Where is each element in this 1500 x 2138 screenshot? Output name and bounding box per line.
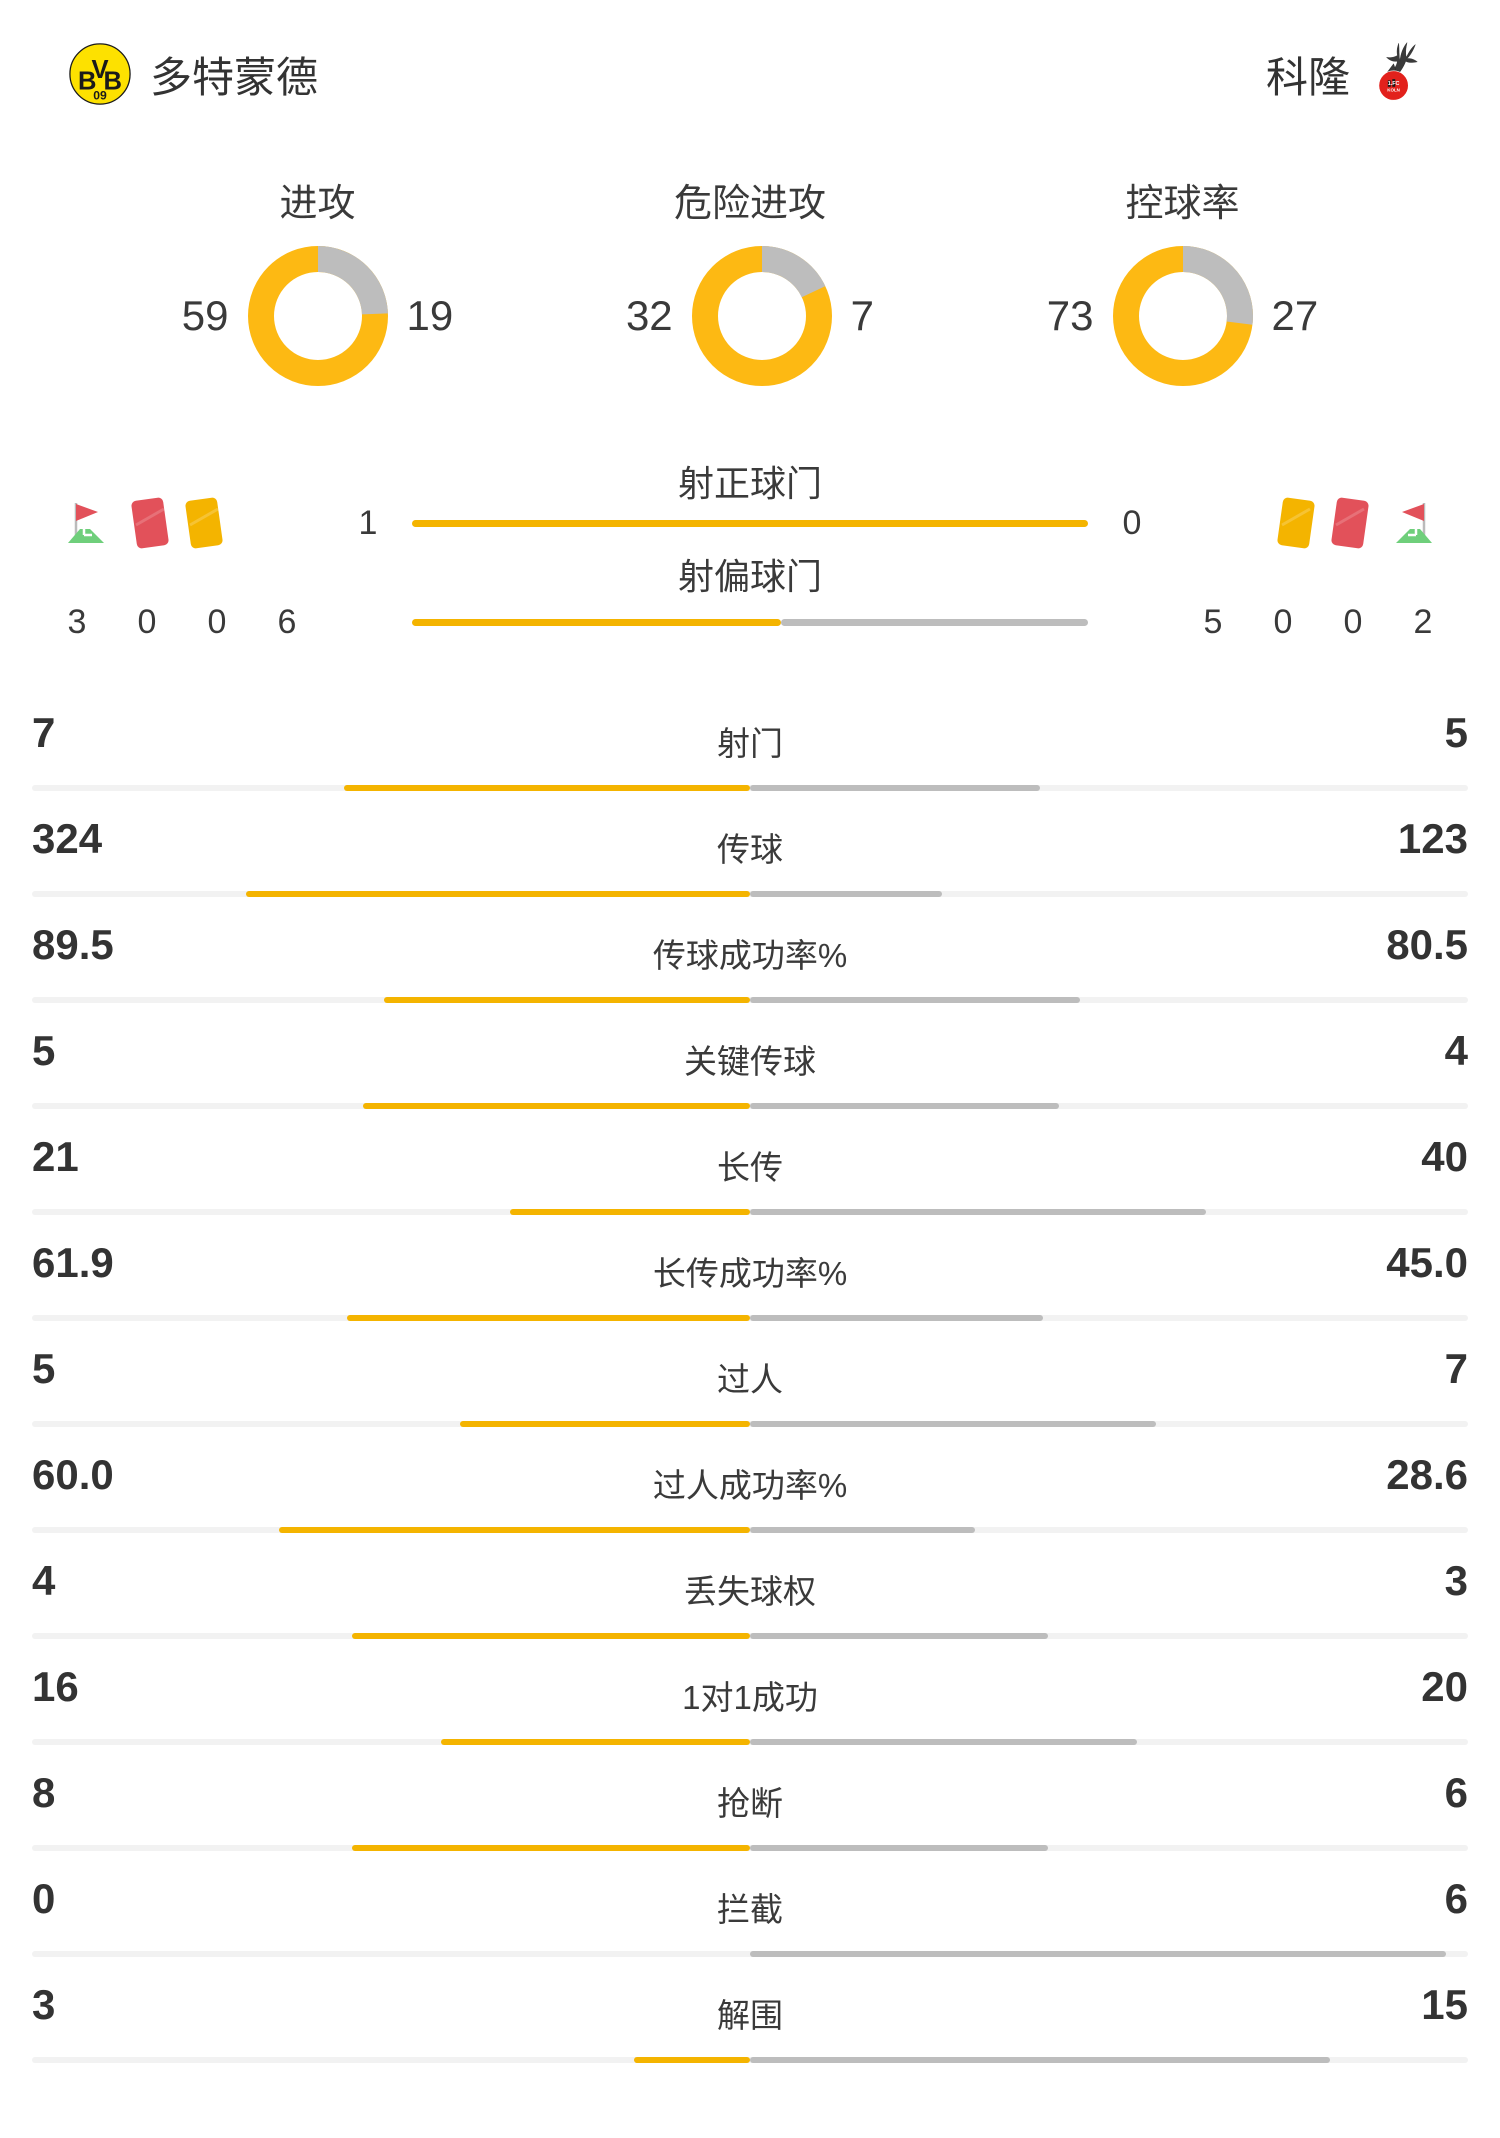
svg-text:1.FC: 1.FC: [1388, 81, 1400, 87]
svg-text:09: 09: [93, 89, 107, 103]
svg-text:KOLN: KOLN: [1387, 87, 1400, 92]
